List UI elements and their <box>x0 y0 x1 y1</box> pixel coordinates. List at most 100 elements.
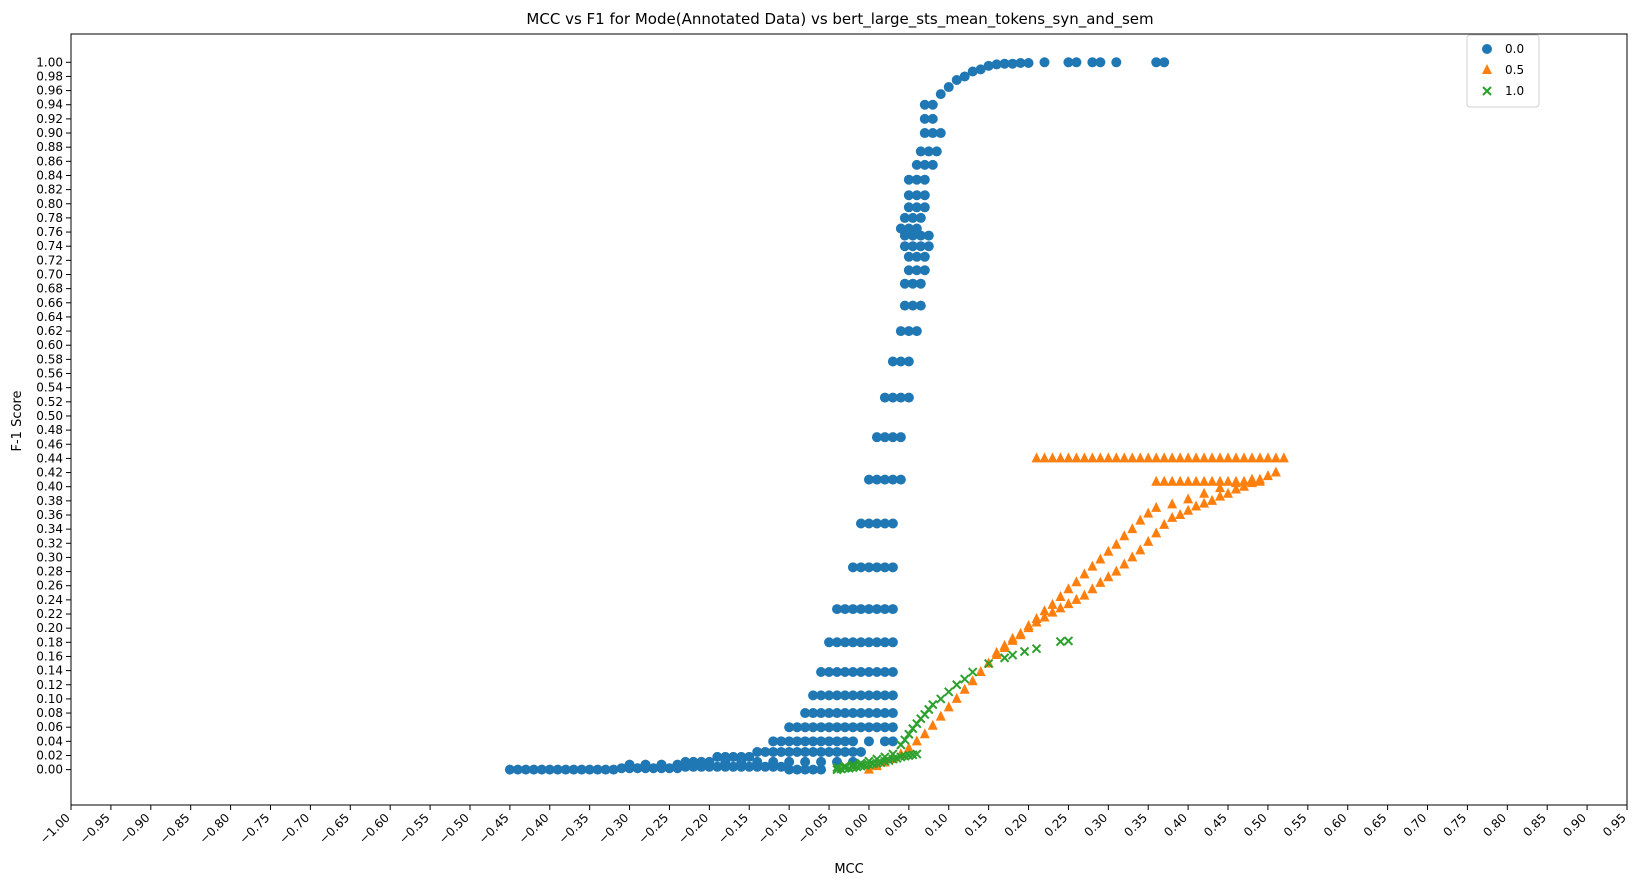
data-point-x-stroke <box>1007 650 1018 660</box>
data-point-circle <box>704 756 715 767</box>
legend-label: 0.0 <box>1505 42 1524 56</box>
data-point-triangle <box>967 675 978 686</box>
legend-box <box>1466 34 1540 108</box>
data-point-triangle <box>1223 487 1234 498</box>
plot-area <box>70 33 1628 806</box>
data-point-circle <box>800 764 811 775</box>
y-tick-label: 0.84 <box>36 168 63 182</box>
data-point-circle <box>544 764 555 775</box>
data-point-circle <box>863 637 874 648</box>
y-tick-label: 0.70 <box>36 267 63 281</box>
data-point-circle <box>776 761 787 772</box>
data-point-x-stroke <box>936 694 946 704</box>
data-point-circle <box>832 746 843 757</box>
data-point-triangle <box>943 701 954 712</box>
data-point-circle <box>911 265 922 276</box>
data-point-triangle <box>1183 475 1194 486</box>
data-point-circle <box>879 562 890 573</box>
data-point-triangle <box>1270 452 1281 463</box>
data-point-circle <box>768 756 779 767</box>
data-point-triangle <box>1215 482 1226 493</box>
data-point-circle <box>879 708 890 719</box>
legend-marker-x-stroke <box>1482 86 1492 96</box>
data-point-x-stroke <box>959 674 970 684</box>
data-point-circle <box>824 708 835 719</box>
data-point-circle <box>863 690 874 701</box>
data-point-x <box>936 694 946 704</box>
data-point-circle <box>840 746 851 757</box>
data-point-circle <box>919 202 930 213</box>
y-tick-label: 0.40 <box>36 480 63 494</box>
data-point-circle <box>816 690 827 701</box>
data-point-x <box>864 756 874 766</box>
data-point-circle <box>863 518 874 529</box>
data-point-circle <box>903 202 914 213</box>
data-point-x <box>952 680 962 690</box>
data-point-triangle <box>1135 544 1146 555</box>
data-point-circle <box>568 764 579 775</box>
data-point-circle <box>863 562 874 573</box>
data-point-triangle <box>1135 452 1146 463</box>
data-point-circle <box>1151 57 1162 68</box>
data-point-circle <box>991 59 1002 70</box>
data-point-circle <box>680 756 691 767</box>
data-point-triangle <box>1135 514 1146 525</box>
data-point-triangle <box>1246 452 1257 463</box>
data-point-triangle <box>1031 616 1042 627</box>
data-point-triangle <box>1159 452 1170 463</box>
data-point-x-stroke <box>1055 636 1066 647</box>
data-point-x-stroke <box>840 761 850 771</box>
data-point-x <box>967 667 978 677</box>
data-point-circle <box>887 637 898 648</box>
y-tick-label: 0.34 <box>36 522 63 536</box>
data-point-triangle <box>1191 475 1202 486</box>
data-point-triangle <box>1207 475 1218 486</box>
data-point-circle <box>911 202 922 213</box>
data-point-triangle <box>1191 500 1202 511</box>
data-point-circle <box>776 746 787 757</box>
data-point-circle <box>903 174 914 185</box>
data-point-circle <box>903 356 914 367</box>
data-point-circle <box>879 637 890 648</box>
data-point-triangle <box>1175 475 1186 486</box>
data-point-circle <box>927 99 938 110</box>
data-point-circle <box>871 562 882 573</box>
y-tick-label: 0.22 <box>36 607 63 621</box>
data-point-triangle <box>1167 511 1178 522</box>
data-point-circle <box>624 759 635 770</box>
y-tick-label: 0.82 <box>36 183 63 197</box>
data-point-circle <box>832 604 843 615</box>
data-point-triangle <box>1087 560 1098 571</box>
data-point-x-stroke <box>967 667 978 677</box>
y-tick-label: 0.74 <box>36 239 63 253</box>
data-point-circle <box>672 759 683 770</box>
data-point-circle <box>640 759 651 770</box>
data-point-circle <box>808 764 819 775</box>
y-tick-label: 0.60 <box>36 338 63 352</box>
data-point-triangle <box>1111 538 1122 549</box>
data-point-circle <box>744 761 755 772</box>
data-point-triangle <box>1167 475 1178 486</box>
data-point-triangle <box>1039 611 1050 622</box>
legend-label: 1.0 <box>1505 84 1524 98</box>
y-tick-label: 0.08 <box>36 706 63 720</box>
y-tick-label: 0.64 <box>36 310 63 324</box>
y-tick-label: 0.30 <box>36 550 63 564</box>
data-point-circle <box>855 708 866 719</box>
data-point-circle <box>1007 58 1018 69</box>
data-point-circle <box>911 174 922 185</box>
data-point-triangle <box>1055 452 1066 463</box>
data-point-circle <box>832 708 843 719</box>
data-point-circle <box>887 562 898 573</box>
data-point-circle <box>943 82 954 93</box>
data-point-triangle <box>1047 606 1058 617</box>
data-point-circle <box>840 736 851 747</box>
data-point-circle <box>895 474 906 485</box>
y-tick-label: 0.58 <box>36 352 63 366</box>
data-point-circle <box>887 356 898 367</box>
data-point-circle <box>903 223 914 234</box>
y-tick-label: 0.44 <box>36 451 63 465</box>
plot-frame <box>70 33 1628 806</box>
data-point-triangle <box>1167 498 1178 509</box>
data-point-circle <box>855 667 866 678</box>
